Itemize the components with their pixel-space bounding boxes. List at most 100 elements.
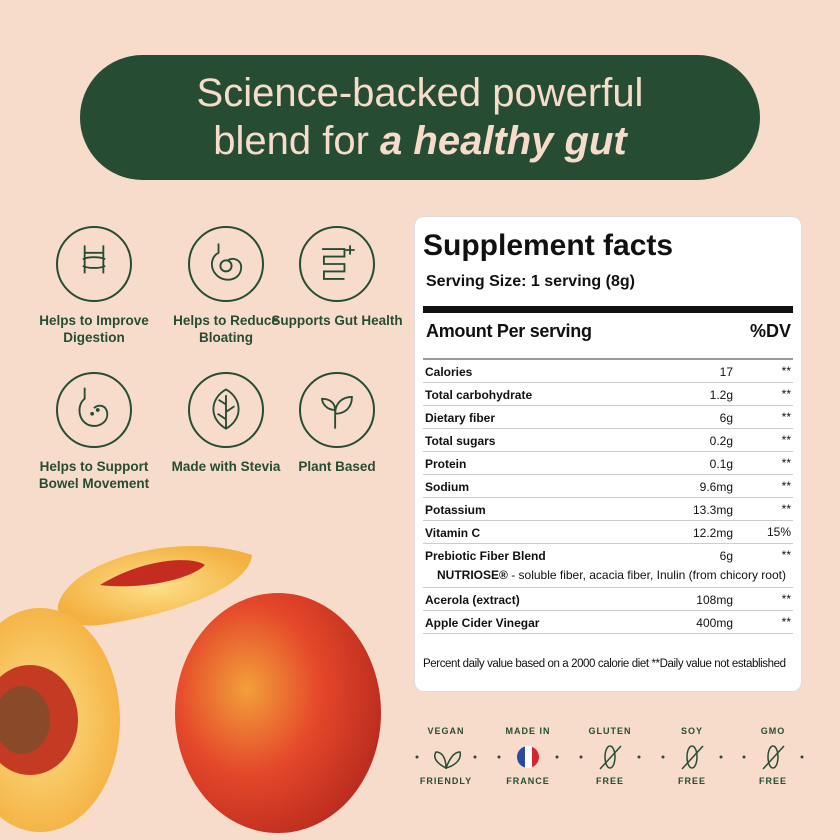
- facts-row: Protein 0.1g **: [423, 452, 793, 475]
- feature-3: Helps to Support Bowel Movement: [24, 372, 164, 492]
- nutrient-dv: **: [781, 592, 791, 606]
- nutrient-dv: **: [781, 615, 791, 629]
- divider: [423, 306, 793, 313]
- badge-top-text: VEGAN: [427, 726, 465, 736]
- headline-emphasis: a healthy gut: [380, 119, 627, 163]
- nutrient-dv: **: [781, 410, 791, 424]
- feature-1: Helps to Reduce Bloating: [156, 226, 296, 346]
- intestine-icon: [56, 226, 132, 302]
- feature-label: Supports Gut Health: [271, 313, 403, 328]
- nutrient-amount: 9.6mg: [699, 480, 733, 494]
- nutrient-amount: 0.1g: [709, 457, 733, 471]
- nutrient-amount: 108mg: [696, 593, 733, 607]
- supplement-facts-panel: Supplement facts Serving Size: 1 serving…: [414, 216, 802, 692]
- nutrient-name: Apple Cider Vinegar: [425, 616, 540, 630]
- badge-bottom-text: FRANCE: [506, 776, 550, 786]
- headline-banner: Science-backed powerful blend for a heal…: [80, 55, 760, 180]
- badge-vegan: VEGAN FRIENDLY: [409, 720, 483, 794]
- nutrient-name: Vitamin C: [425, 526, 481, 540]
- wheat-crossed-icon: [579, 745, 641, 770]
- nutrient-dv: **: [781, 387, 791, 401]
- nutrient-name: Calories: [425, 365, 473, 379]
- nutrient-amount: 13.3mg: [692, 503, 733, 517]
- feature-label: Helps to Support Bowel Movement: [38, 459, 150, 491]
- nutrient-amount: 12.2mg: [692, 526, 733, 540]
- brand-name: NUTRIOSE®: [437, 568, 508, 582]
- badge-made-in: MADE IN FRANCE: [491, 720, 565, 794]
- footnote: Percent daily value based on a 2000 calo…: [423, 658, 786, 670]
- nutrient-amount: 0.2g: [709, 434, 733, 448]
- feature-label: Made with Stevia: [171, 459, 281, 474]
- soy-crossed-icon: [661, 745, 723, 770]
- badge-bottom-text: FREE: [595, 776, 624, 786]
- facts-row: Dietary fiber 6g **: [423, 406, 793, 429]
- badge-bottom-text: FRIENDLY: [419, 776, 473, 786]
- nutrient-amount: 6g: [719, 549, 733, 563]
- facts-row: Potassium 13.3mg **: [423, 498, 793, 521]
- feature-2: Supports Gut Health: [267, 226, 407, 329]
- stomach-icon: [188, 226, 264, 302]
- nutrient-dv: **: [781, 364, 791, 378]
- badge-top-text: MADE IN: [505, 726, 551, 736]
- facts-row: Total sugars 0.2g **: [423, 429, 793, 452]
- facts-row: Calories 17 **: [423, 360, 793, 383]
- badge-top-text: GMO: [760, 726, 786, 736]
- amount-header: Amount Per serving: [426, 321, 592, 341]
- nutrient-amount: 6g: [719, 411, 733, 425]
- nutrient-amount: 1.2g: [709, 388, 733, 402]
- nutrient-dv: **: [781, 456, 791, 470]
- feature-5: Plant Based: [267, 372, 407, 475]
- headline-text: blend for: [213, 119, 381, 163]
- badge-bottom-text: FREE: [677, 776, 706, 786]
- sprout-icon: [299, 372, 375, 448]
- nutrient-dv: **: [781, 548, 791, 562]
- digestive-tract-icon: [56, 372, 132, 448]
- nutrient-name: Sodium: [425, 480, 469, 494]
- headline-line1: Science-backed powerful: [196, 71, 644, 115]
- blend-ingredients: NUTRIOSE® - soluble fiber, acacia fiber,…: [437, 568, 786, 582]
- nutrient-name: Total sugars: [425, 434, 496, 448]
- facts-row: Prebiotic Fiber Blend 6g ** NUTRIOSE® - sol…: [423, 544, 793, 588]
- peach-illustration: [0, 545, 381, 833]
- feature-label: Helps to Improve Digestion: [39, 313, 149, 345]
- ingredients: - soluble fiber, acacia fiber, Inulin (f…: [507, 568, 786, 582]
- feature-0: Helps to Improve Digestion: [24, 226, 164, 346]
- badge-gluten: GLUTEN FREE: [573, 720, 647, 794]
- badge-gmo: GMO FREE: [736, 720, 810, 794]
- feature-4: Made with Stevia: [156, 372, 296, 475]
- nutrient-name: Dietary fiber: [425, 411, 496, 425]
- dna-crossed-icon: [742, 745, 804, 770]
- facts-row: Total carbohydrate 1.2g **: [423, 383, 793, 406]
- feature-label: Helps to Reduce Bloating: [173, 313, 279, 345]
- france-flag-icon: [497, 746, 559, 768]
- nutrient-name: Prebiotic Fiber Blend: [425, 549, 546, 563]
- nutrient-name: Potassium: [425, 503, 486, 517]
- nutrient-dv: **: [781, 433, 791, 447]
- nutrient-dv: **: [781, 479, 791, 493]
- intestine-plus-icon: [299, 226, 375, 302]
- facts-row: Vitamin C 12.2mg 15%: [423, 521, 793, 544]
- facts-table: Calories 17 ** Total carbohydrate 1.2g ** Diet…: [423, 358, 793, 634]
- nutrient-name: Protein: [425, 457, 467, 471]
- nutrient-amount: 400mg: [696, 616, 733, 630]
- facts-title: Supplement facts: [423, 229, 674, 262]
- badge-soy: SOY FREE: [655, 720, 729, 794]
- badge-bottom-text: FREE: [758, 776, 787, 786]
- nutrient-name: Acerola (extract): [425, 593, 520, 607]
- badge-top-text: GLUTEN: [588, 726, 632, 736]
- serving-size: Serving Size: 1 serving (8g): [426, 273, 635, 290]
- facts-row: Apple Cider Vinegar 400mg **: [423, 611, 793, 634]
- nutrient-dv: 15%: [766, 525, 791, 539]
- feature-label: Plant Based: [298, 459, 376, 474]
- nutrient-amount: 17: [719, 365, 733, 379]
- dv-header: %DV: [749, 321, 791, 341]
- leaf-icon: [415, 751, 477, 770]
- nutrient-name: Total carbohydrate: [425, 388, 533, 402]
- whole-peach: [175, 593, 381, 833]
- headline-line2: blend for a healthy gut: [80, 117, 760, 165]
- badge-top-text: SOY: [680, 726, 703, 736]
- facts-row: Sodium 9.6mg **: [423, 475, 793, 498]
- facts-row: Acerola (extract) 108mg **: [423, 588, 793, 611]
- nutrient-dv: **: [781, 502, 791, 516]
- leaf-icon: [188, 372, 264, 448]
